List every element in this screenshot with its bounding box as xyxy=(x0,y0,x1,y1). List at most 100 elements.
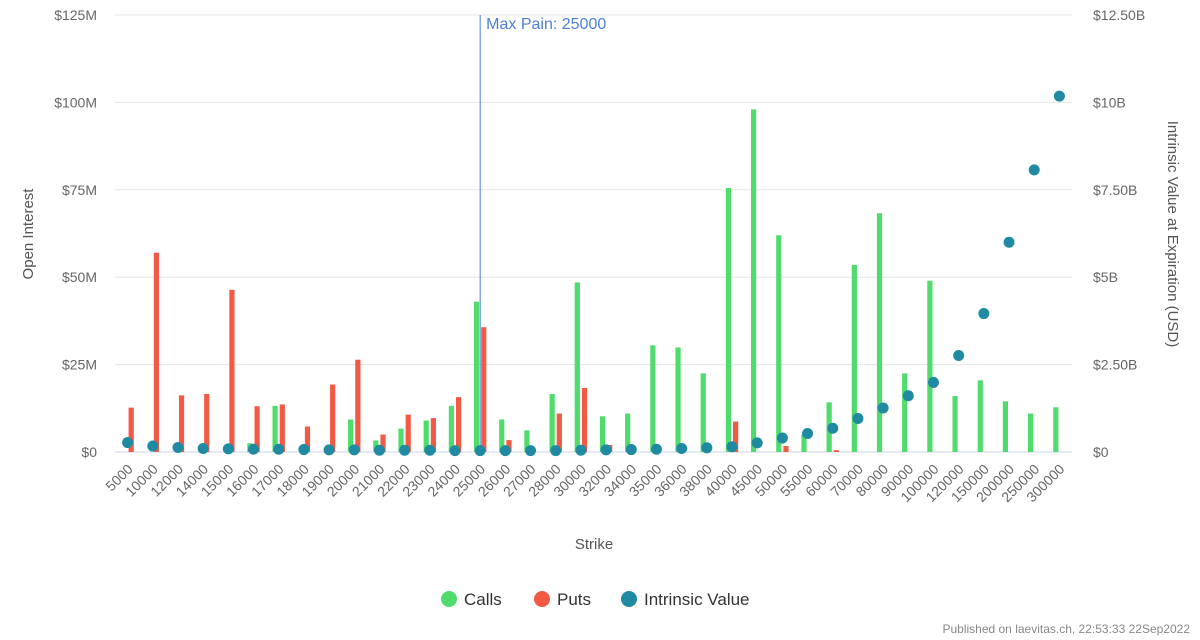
intrinsic-value-point xyxy=(298,444,310,456)
x-axis-ticks: 5000100001200014000150001600017000180001… xyxy=(102,461,1067,505)
intrinsic-value-point xyxy=(172,441,184,453)
intrinsic-value-point xyxy=(348,444,360,456)
put-bar xyxy=(405,414,411,452)
right-axis-title: Intrinsic Value at Expiration (USD) xyxy=(1164,121,1181,347)
call-bar xyxy=(448,405,454,452)
call-bar xyxy=(599,416,606,452)
call-bar xyxy=(725,188,732,452)
intrinsic-value-point xyxy=(248,443,260,455)
right-tick-label: $0 xyxy=(1093,444,1109,460)
intrinsic-value-point xyxy=(600,444,612,456)
intrinsic-value-point xyxy=(575,444,587,456)
put-bar xyxy=(254,406,260,452)
intrinsic-value-point xyxy=(147,440,159,452)
right-tick-label: $5B xyxy=(1093,269,1118,285)
intrinsic-value-point xyxy=(1053,90,1065,102)
intrinsic-value-point xyxy=(927,376,939,388)
credit-text: Published on laevitas.ch, 22:53:33 22Sep… xyxy=(942,622,1190,636)
left-tick-label: $0 xyxy=(81,444,97,460)
intrinsic-value-point xyxy=(802,427,814,439)
intrinsic-value-point xyxy=(474,445,486,457)
put-bar xyxy=(178,395,185,452)
call-bar xyxy=(776,235,782,452)
put-bar xyxy=(380,434,386,452)
intrinsic-value-points xyxy=(122,90,1065,457)
intrinsic-value-point xyxy=(222,443,234,455)
right-tick-label: $2.50B xyxy=(1093,357,1137,373)
call-bar xyxy=(423,420,429,452)
left-axis-ticks: $0 $25M $50M $75M $100M $125M xyxy=(54,7,97,460)
legend-calls[interactable]: Calls xyxy=(441,590,502,609)
call-bar xyxy=(650,345,656,452)
intrinsic-value-point xyxy=(902,390,914,402)
intrinsic-value-point xyxy=(726,441,738,453)
intrinsic-value-point xyxy=(877,402,889,414)
legend-calls-label: Calls xyxy=(464,590,502,609)
intrinsic-value-point xyxy=(953,350,965,362)
legend-intrinsic-value[interactable]: Intrinsic Value xyxy=(621,590,750,609)
legend-intrinsic-value-label: Intrinsic Value xyxy=(644,590,750,609)
intrinsic-value-point xyxy=(676,443,688,455)
right-tick-label: $7.50B xyxy=(1093,182,1137,198)
intrinsic-value-point xyxy=(776,432,788,444)
put-bar xyxy=(481,327,487,452)
intrinsic-value-point xyxy=(1003,236,1015,248)
right-axis-ticks: $0 $2.50B $5B $7.50B $10B $12.50B xyxy=(1093,7,1145,460)
call-bar xyxy=(549,393,555,452)
put-bar xyxy=(330,384,336,452)
intrinsic-value-point xyxy=(550,445,562,457)
intrinsic-value-point xyxy=(122,437,134,449)
intrinsic-value-point xyxy=(499,445,511,457)
intrinsic-value-point xyxy=(701,442,713,454)
right-tick-label: $10B xyxy=(1093,94,1126,110)
put-bar xyxy=(733,421,739,452)
intrinsic-value-point xyxy=(373,444,385,456)
put-bar xyxy=(833,450,839,452)
call-bar xyxy=(750,109,757,452)
intrinsic-value-point xyxy=(424,444,436,456)
put-bar xyxy=(304,426,311,452)
call-bar xyxy=(675,347,681,452)
intrinsic-value-point xyxy=(399,444,411,456)
intrinsic-value-point xyxy=(827,422,839,434)
put-bar xyxy=(556,413,562,452)
put-bar xyxy=(455,397,462,452)
intrinsic-value-point xyxy=(751,437,763,449)
call-bar xyxy=(574,282,580,452)
legend-intrinsic-value-swatch xyxy=(621,591,637,607)
call-bar xyxy=(977,380,983,452)
intrinsic-value-point xyxy=(525,445,537,457)
call-bar xyxy=(499,419,505,452)
legend-puts-swatch xyxy=(534,591,550,607)
right-tick-label: $12.50B xyxy=(1093,7,1145,23)
left-tick-label: $125M xyxy=(54,7,97,23)
call-bar xyxy=(1028,413,1034,452)
call-bar xyxy=(398,428,404,452)
put-bar xyxy=(153,252,159,452)
call-bar xyxy=(625,413,631,452)
call-bar xyxy=(876,213,883,452)
left-tick-label: $25M xyxy=(62,357,97,373)
call-bar xyxy=(1053,407,1059,452)
call-bar xyxy=(801,434,807,452)
put-bar xyxy=(581,388,588,452)
left-tick-label: $100M xyxy=(54,94,97,110)
legend-calls-swatch xyxy=(441,591,457,607)
left-tick-label: $75M xyxy=(62,182,97,198)
max-pain-label: Max Pain: 25000 xyxy=(486,16,606,33)
put-bar xyxy=(128,407,134,452)
put-bar xyxy=(229,289,235,452)
put-bar xyxy=(783,446,789,452)
call-bar xyxy=(700,373,706,452)
put-bar xyxy=(279,404,285,452)
put-bar xyxy=(204,393,210,452)
legend-puts-label: Puts xyxy=(557,590,591,609)
call-bar xyxy=(272,405,278,452)
legend-puts[interactable]: Puts xyxy=(534,590,591,609)
call-bar xyxy=(851,264,857,452)
intrinsic-value-point xyxy=(650,443,662,455)
intrinsic-value-point xyxy=(978,308,990,320)
intrinsic-value-point xyxy=(273,443,285,455)
intrinsic-value-point xyxy=(197,443,209,455)
